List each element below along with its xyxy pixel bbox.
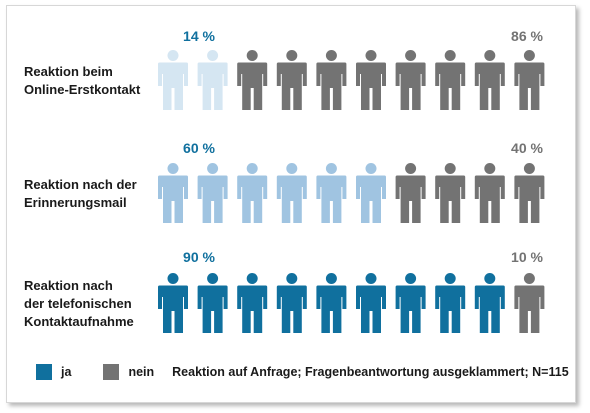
legend: ja nein Reaktion auf Anfrage; Fragenbean… — [36, 362, 569, 382]
chart-row-1: Reaktion beim Online-Erstkontakt 14 % 86 % — [24, 28, 545, 110]
person-icon-nein — [474, 50, 505, 110]
person-icon-ja — [276, 163, 307, 223]
person-icon-nein — [237, 50, 268, 110]
person-icon-nein — [435, 163, 466, 223]
legend-label-ja: ja — [61, 365, 72, 379]
row-label: Reaktion beim Online-Erstkontakt — [24, 64, 141, 97]
person-icon-nein — [395, 50, 426, 110]
person-icon-nein — [395, 163, 426, 223]
person-icon-nein — [514, 163, 545, 223]
legend-label-nein: nein — [128, 365, 155, 379]
person-icon-ja — [158, 273, 188, 333]
person-icon-ja — [197, 163, 228, 223]
percent-label-ja: 60 % — [183, 140, 215, 156]
person-icon-ja — [237, 163, 268, 223]
person-icon-ja — [276, 273, 307, 333]
person-icon-ja — [197, 273, 228, 333]
percent-label-nein: 10 % — [511, 249, 543, 265]
person-icon-nein — [276, 50, 307, 110]
person-icon-ja — [356, 163, 386, 223]
person-icon-ja — [197, 50, 228, 110]
legend-swatch-nein — [103, 364, 120, 380]
percent-label-ja: 14 % — [183, 28, 215, 44]
person-icon-nein — [474, 163, 505, 223]
legend-swatch-ja — [36, 364, 52, 380]
row-label: Reaktion nach der telefonischen Kontaktauf… — [24, 278, 134, 329]
percent-label-ja: 90 % — [183, 249, 215, 265]
person-icon-nein — [316, 50, 347, 110]
legend-note: Reaktion auf Anfrage; Fragenbeantwortung… — [172, 365, 569, 379]
percent-label-nein: 40 % — [511, 140, 543, 156]
person-icon-ja — [356, 273, 386, 333]
person-icon-ja — [158, 50, 188, 110]
chart-row-2: Reaktion nach der Erinnerungsmail 60 % 40 % — [24, 140, 545, 223]
person-icon-ja — [316, 273, 347, 333]
person-icon-nein — [514, 50, 545, 110]
person-icon-ja — [474, 273, 505, 333]
person-icon-ja — [395, 273, 426, 333]
person-icon-nein — [435, 50, 466, 110]
person-icon-ja — [316, 163, 347, 223]
person-icon-ja — [237, 273, 268, 333]
person-icon-nein — [514, 273, 545, 333]
person-icon-nein — [356, 50, 386, 110]
person-icon-ja — [435, 273, 466, 333]
percent-label-nein: 86 % — [511, 28, 543, 44]
row-label: Reaktion nach der Erinnerungsmail — [24, 177, 137, 210]
person-icon-ja — [158, 163, 188, 223]
chart-row-3: Reaktion nach der telefonischen Kontaktauf… — [24, 249, 545, 333]
